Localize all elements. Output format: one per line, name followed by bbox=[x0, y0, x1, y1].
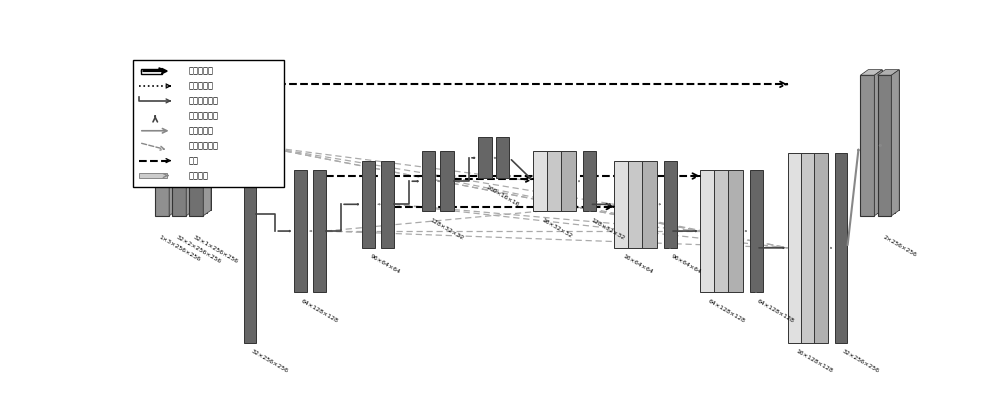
Polygon shape bbox=[169, 69, 177, 216]
Text: 全连接层: 全连接层 bbox=[189, 171, 209, 180]
Polygon shape bbox=[186, 69, 194, 216]
Bar bbox=[478, 137, 492, 179]
Bar bbox=[700, 170, 715, 292]
Text: 16×64×64: 16×64×64 bbox=[621, 254, 653, 275]
Bar bbox=[664, 161, 677, 248]
Text: 三维卷积块: 三维卷积块 bbox=[189, 67, 214, 75]
Text: 64×128×128: 64×128×128 bbox=[756, 298, 795, 324]
Polygon shape bbox=[891, 69, 899, 216]
Bar bbox=[642, 161, 657, 248]
Bar bbox=[163, 69, 177, 210]
Bar bbox=[561, 151, 576, 212]
Bar bbox=[788, 153, 802, 343]
Bar bbox=[628, 161, 643, 248]
Polygon shape bbox=[874, 69, 882, 216]
Text: 16×128×128: 16×128×128 bbox=[795, 349, 833, 374]
Text: 稠密卷积块: 稠密卷积块 bbox=[189, 126, 214, 135]
Bar bbox=[244, 153, 256, 343]
Bar bbox=[362, 161, 375, 248]
Text: 压缩空维度: 压缩空维度 bbox=[189, 81, 214, 91]
Text: 堆叠: 堆叠 bbox=[189, 156, 199, 165]
Bar bbox=[197, 69, 211, 210]
Text: 128×32×32: 128×32×32 bbox=[590, 218, 625, 241]
Polygon shape bbox=[878, 69, 899, 75]
Bar bbox=[750, 170, 763, 292]
Bar bbox=[294, 170, 307, 292]
Bar bbox=[159, 72, 173, 213]
Bar bbox=[155, 75, 169, 216]
Bar bbox=[313, 170, 326, 292]
Bar bbox=[440, 151, 454, 212]
Text: 2×256×256: 2×256×256 bbox=[882, 234, 918, 257]
Bar bbox=[881, 72, 895, 213]
Text: 96×64×64: 96×64×64 bbox=[369, 254, 401, 276]
Bar bbox=[496, 137, 509, 179]
Text: 上采样卷积块: 上采样卷积块 bbox=[189, 111, 219, 120]
Bar bbox=[814, 153, 828, 343]
Bar bbox=[189, 75, 203, 216]
Polygon shape bbox=[189, 69, 211, 75]
Polygon shape bbox=[860, 69, 882, 75]
Bar bbox=[422, 151, 435, 212]
Bar bbox=[885, 69, 899, 210]
Bar bbox=[714, 170, 729, 292]
Polygon shape bbox=[203, 69, 211, 216]
Bar bbox=[864, 72, 878, 213]
Polygon shape bbox=[155, 69, 177, 75]
Polygon shape bbox=[172, 69, 194, 75]
Bar bbox=[868, 69, 882, 210]
Text: 64×128×128: 64×128×128 bbox=[707, 298, 746, 324]
Bar bbox=[140, 69, 162, 73]
Bar bbox=[728, 170, 743, 292]
Text: 32×256×256: 32×256×256 bbox=[841, 349, 880, 374]
Bar bbox=[614, 161, 629, 248]
Bar bbox=[139, 173, 167, 178]
Bar bbox=[878, 75, 891, 216]
Text: 96×64×64: 96×64×64 bbox=[670, 254, 702, 276]
Text: 32×256×256: 32×256×256 bbox=[250, 349, 289, 374]
Bar bbox=[193, 72, 207, 213]
Text: 下采样卷积块: 下采样卷积块 bbox=[189, 96, 219, 106]
Text: 32×2×256×256: 32×2×256×256 bbox=[175, 234, 222, 264]
Bar bbox=[533, 151, 548, 212]
Bar bbox=[860, 75, 874, 216]
Text: 下采样并堆叠: 下采样并堆叠 bbox=[189, 141, 219, 150]
Text: 16×32×32: 16×32×32 bbox=[541, 218, 573, 239]
Bar bbox=[381, 161, 394, 248]
Bar bbox=[801, 153, 815, 343]
Bar bbox=[172, 75, 186, 216]
Bar bbox=[176, 72, 190, 213]
Text: 32×1×256×256: 32×1×256×256 bbox=[192, 234, 239, 264]
Text: 64×128×128: 64×128×128 bbox=[301, 298, 339, 324]
Bar bbox=[583, 151, 596, 212]
Bar bbox=[835, 153, 847, 343]
Bar bbox=[180, 69, 194, 210]
Text: 160×16×16: 160×16×16 bbox=[485, 185, 520, 208]
Bar bbox=[547, 151, 562, 212]
Text: 1×3×256×256: 1×3×256×256 bbox=[158, 234, 202, 262]
Text: 128×32×32: 128×32×32 bbox=[428, 218, 464, 241]
Bar bbox=[133, 60, 284, 187]
